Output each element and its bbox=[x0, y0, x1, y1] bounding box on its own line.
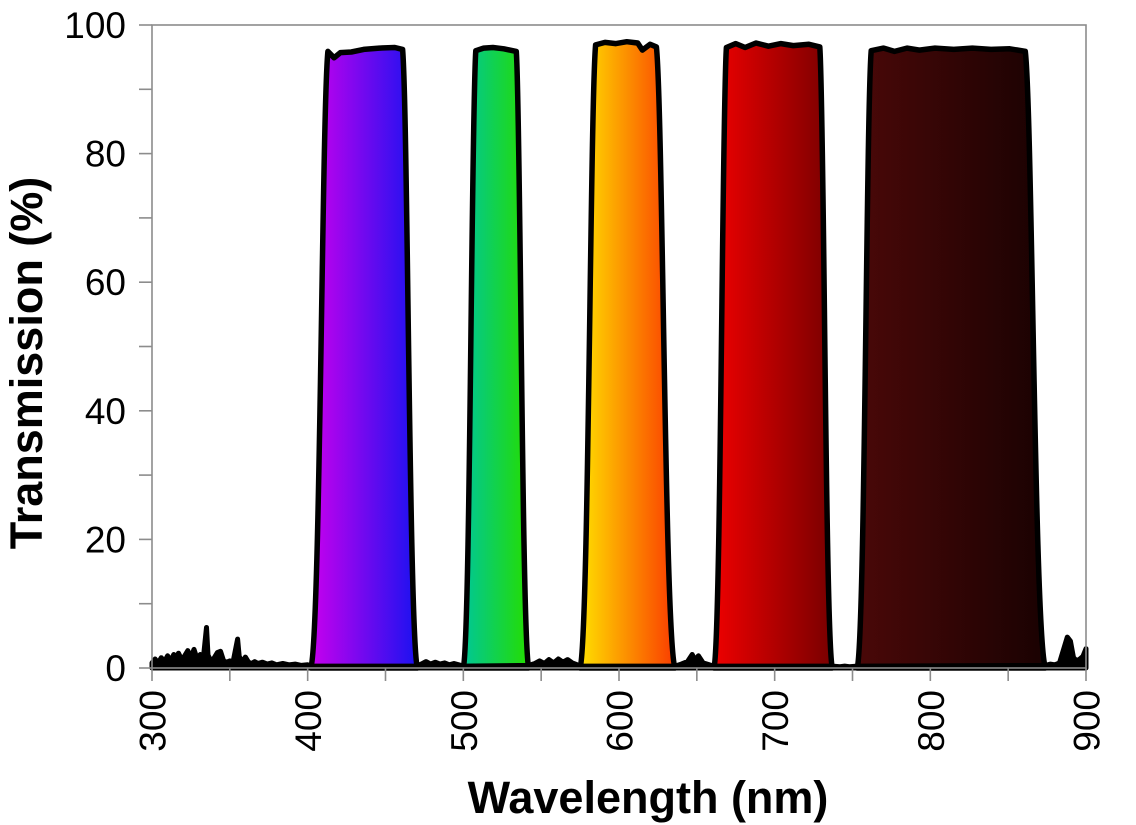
x-tick-label: 900 bbox=[1067, 690, 1108, 752]
y-tick-labels: 0 20 40 60 80 100 bbox=[64, 5, 126, 689]
baseline-noise-trace bbox=[149, 625, 1089, 671]
axis-ticks bbox=[139, 24, 1087, 681]
band-orange-filter bbox=[577, 38, 678, 671]
x-tick-label: 400 bbox=[288, 690, 329, 752]
x-tick-label: 300 bbox=[133, 690, 174, 752]
y-axis-title: Transmission (%) bbox=[1, 177, 52, 550]
band-near-ir-filter bbox=[854, 45, 1049, 671]
x-tick-label: 800 bbox=[911, 690, 952, 752]
filter-bands bbox=[308, 38, 1049, 671]
x-tick-label: 600 bbox=[600, 690, 641, 752]
x-tick-labels: 300 400 500 600 700 800 900 bbox=[133, 690, 1108, 752]
band-violet-blue-filter bbox=[308, 44, 421, 671]
band-red-filter bbox=[711, 40, 836, 671]
x-tick-label: 700 bbox=[755, 690, 796, 752]
y-tick-label: 100 bbox=[64, 5, 126, 46]
y-tick-label: 60 bbox=[85, 262, 126, 303]
y-tick-label: 40 bbox=[85, 391, 126, 432]
y-tick-label: 0 bbox=[105, 648, 126, 689]
x-tick-label: 500 bbox=[444, 690, 485, 752]
band-green-filter bbox=[460, 44, 532, 671]
y-tick-label: 20 bbox=[85, 519, 126, 560]
y-tick-label: 80 bbox=[85, 134, 126, 175]
x-axis-title: Wavelength (nm) bbox=[468, 772, 829, 823]
